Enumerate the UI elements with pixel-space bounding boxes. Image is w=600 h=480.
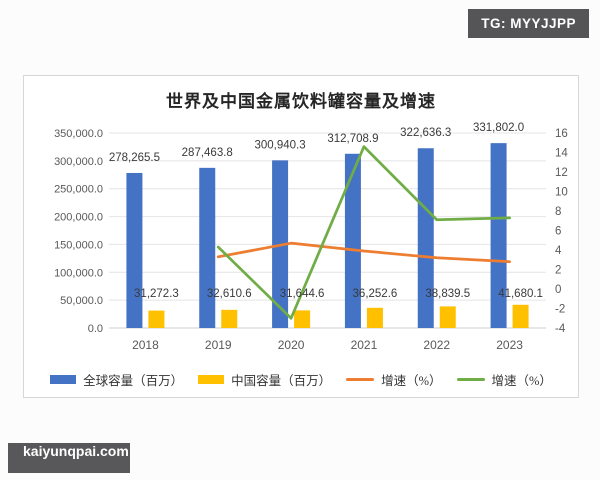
global-capacity-bar: [417, 148, 434, 328]
x-axis-label: 2021: [351, 338, 378, 352]
chart-panel: 0.0 50,000.0 100,000.0 150,000.0 200,000.0 25…: [23, 75, 579, 398]
china-capacity-data-label: 38,839.5: [425, 288, 470, 300]
legend-swatch-china-capacity: [198, 375, 225, 384]
right-axis-tick-label: -2: [555, 304, 565, 316]
right-axis-tick-label: 0: [555, 284, 561, 296]
china-capacity-bar: [294, 310, 311, 328]
left-axis-tick-label: 0.0: [88, 323, 103, 335]
x-axis-label: 2019: [205, 338, 232, 352]
china-capacity-bar: [512, 304, 529, 328]
global-capacity-data-label: 312,708.9: [327, 133, 378, 145]
china-capacity-data-label: 32,610.6: [207, 288, 252, 300]
right-axis-tick-label: 16: [555, 128, 568, 140]
global-capacity-bar: [199, 167, 216, 328]
legend-label-global-growth: 增速（%）: [381, 374, 442, 388]
right-axis-tick-label: 14: [555, 148, 568, 160]
left-axis-tick-label: 250,000.0: [54, 184, 103, 196]
legend-item-global-capacity: 全球容量（百万）: [50, 370, 183, 389]
tg-watermark-badge: TG: MYYJJPP: [468, 9, 589, 38]
china-capacity-bar: [439, 306, 456, 328]
global-capacity-bar: [344, 153, 361, 328]
left-axis-tick-label: 150,000.0: [54, 239, 103, 251]
left-axis-tick-label: 350,000.0: [54, 128, 103, 140]
left-axis-tick-label: 200,000.0: [54, 212, 103, 224]
right-axis-tick-label: -4: [555, 323, 566, 335]
global-growth-line: [216, 241, 511, 264]
legend-swatch-global-growth: [346, 378, 375, 381]
china-capacity-bar: [148, 310, 165, 328]
right-axis-tick-label: 4: [555, 245, 562, 257]
legend-label-china-growth: 增速（%）: [491, 374, 552, 388]
china-capacity-bar: [221, 309, 238, 328]
china-capacity-data-label: 36,252.6: [353, 288, 398, 300]
legend-item-china-growth: 增速（%）: [456, 370, 552, 389]
left-axis-tick-label: 50,000.0: [60, 295, 103, 307]
global-capacity-bar: [126, 172, 143, 328]
right-axis-tick-label: 8: [555, 206, 561, 218]
global-capacity-data-label: 300,940.3: [254, 139, 305, 151]
china-growth-line: [216, 145, 511, 320]
legend-label-global-capacity: 全球容量（百万）: [83, 374, 184, 388]
global-capacity-bar: [490, 143, 507, 328]
legend-label-china-capacity: 中国容量（百万）: [231, 374, 332, 388]
china-capacity-data-label: 31,272.3: [134, 288, 179, 300]
watermark-site-badge: kaiyunqpai.com: [8, 443, 130, 473]
x-axis-label: 2020: [278, 338, 305, 352]
x-axis-label: 2022: [423, 338, 450, 352]
global-capacity-data-label: 287,463.8: [182, 147, 233, 159]
global-capacity-data-label: 331,802.0: [473, 122, 524, 134]
left-axis-tick-label: 300,000.0: [54, 156, 103, 168]
legend-swatch-global-capacity: [50, 375, 77, 384]
combo-chart: 0.0 50,000.0 100,000.0 150,000.0 200,000.0 25…: [54, 122, 568, 352]
right-axis-tick-label: 2: [555, 265, 561, 277]
china-capacity-data-label: 31,644.6: [280, 288, 325, 300]
legend-item-china-capacity: 中国容量（百万）: [198, 370, 331, 389]
x-axis-label: 2018: [132, 338, 159, 352]
global-capacity-data-label: 322,636.3: [400, 127, 451, 139]
china-capacity-bar: [366, 307, 383, 328]
right-axis-tick-label: 12: [555, 167, 568, 179]
legend-item-global-growth: 增速（%）: [346, 370, 442, 389]
china-capacity-data-label: 41,680.1: [498, 288, 543, 300]
chart-title: 世界及中国金属饮料罐容量及增速: [166, 92, 436, 111]
chart-legend: 全球容量（百万） 中国容量（百万） 增速（%） 增速（%）: [24, 370, 578, 389]
left-axis-tick-label: 100,000.0: [54, 267, 103, 279]
legend-swatch-china-growth: [456, 378, 485, 381]
global-capacity-data-label: 278,265.5: [109, 152, 160, 164]
x-axis-label: 2023: [496, 338, 523, 352]
right-axis-tick-label: 6: [555, 226, 561, 238]
right-axis-tick-label: 10: [555, 187, 568, 199]
